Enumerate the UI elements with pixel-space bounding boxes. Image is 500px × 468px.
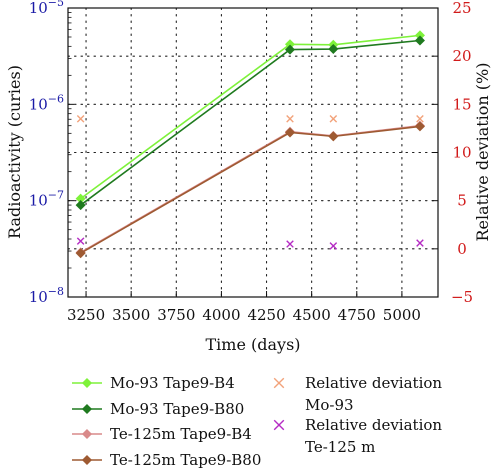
series-line-3	[80, 125, 421, 254]
series-1	[75, 35, 425, 211]
legend-swatch-marker-5	[273, 419, 285, 431]
legend-item-0: Mo-93 Tape9-B4	[72, 374, 235, 392]
left-tick-label-0: 10−8	[29, 285, 64, 306]
legend-label-1-0: Mo-93 Tape9-B80	[110, 400, 244, 418]
y-axis-left-title: Radioactivity (curies)	[5, 65, 24, 239]
x-tick-label-7: 5000	[383, 306, 421, 324]
legend-swatch-marker-4	[273, 377, 285, 389]
legend-item-3: Te-125m Tape9-B80	[72, 451, 261, 468]
legend-label-4-0: Relative deviation	[305, 374, 442, 392]
right-tick-label-3: 10	[452, 144, 471, 162]
series-line-0	[80, 34, 421, 200]
series-4-point-3	[416, 114, 424, 123]
series-4	[76, 114, 424, 123]
legend-label-0-0: Mo-93 Tape9-B4	[110, 374, 235, 392]
series-3-point-2	[328, 131, 339, 142]
grid-lines	[67, 7, 439, 298]
x-tick-label-5: 4500	[293, 306, 331, 324]
x-tick-label-0: 3250	[67, 306, 105, 324]
right-tick-label-2: 5	[457, 192, 467, 210]
legend-item-5: Relative deviation Te-125 m	[273, 416, 442, 456]
legend-label-2-0: Te-125m Tape9-B4	[110, 425, 252, 443]
series-3-point-3	[414, 121, 425, 132]
legend: Mo-93 Tape9-B4 Mo-93 Tape9-B80 Te-125m Tap…	[72, 374, 442, 468]
series-1-point-3	[414, 35, 425, 46]
series-line-1	[80, 39, 421, 206]
series-1-point-0	[75, 200, 86, 211]
right-tick-label-6: 25	[452, 0, 471, 17]
right-tick-label-0: −5	[451, 288, 473, 306]
series-3-point-1	[284, 127, 296, 138]
right-axis: −5 0 5 10 15 20 25	[432, 0, 473, 306]
legend-swatch-marker-0	[81, 377, 93, 389]
left-tick-label-3: 10−5	[29, 0, 64, 17]
x-tick-label-6: 4750	[338, 306, 376, 324]
series-2	[75, 120, 425, 258]
legend-swatch-marker-2	[81, 428, 93, 440]
series-5-point-0	[76, 237, 85, 245]
legend-label-5-1: Te-125 m	[305, 438, 375, 456]
legend-item-4: Relative deviation Mo-93	[273, 374, 442, 414]
series-4-point-1	[286, 114, 294, 123]
right-tick-label-5: 20	[452, 47, 471, 65]
series-layer	[75, 30, 425, 259]
x-axis: 3250 3500 3750 4000 4250 4500 4750 5000	[67, 291, 421, 324]
x-tick-label-4: 4250	[247, 306, 285, 324]
series-3-point-0	[75, 248, 86, 259]
series-5-point-2	[329, 242, 338, 250]
y-axis-right-title: Relative deviation (%)	[473, 63, 492, 242]
series-4-point-0	[76, 114, 85, 123]
series-1-point-1	[284, 44, 296, 55]
right-tick-label-1: 0	[457, 240, 467, 258]
right-tick-label-4: 15	[452, 95, 471, 113]
x-tick-label-3: 4000	[202, 306, 240, 324]
legend-swatch-marker-3	[81, 454, 93, 466]
series-5-point-3	[416, 239, 424, 247]
legend-item-2: Te-125m Tape9-B4	[72, 425, 252, 443]
legend-label-5-0: Relative deviation	[305, 416, 442, 434]
left-tick-label-2: 10−6	[29, 92, 64, 113]
series-1-point-2	[328, 44, 339, 55]
legend-swatch-marker-1	[81, 403, 93, 415]
left-axis: 10−8 10−7 10−6 10−5	[29, 0, 74, 306]
x-tick-label-1: 3500	[112, 306, 150, 324]
legend-label-3-0: Te-125m Tape9-B80	[110, 451, 261, 468]
legend-item-1: Mo-93 Tape9-B80	[72, 400, 244, 418]
series-5	[76, 237, 424, 250]
series-3	[75, 121, 425, 259]
left-tick-label-1: 10−7	[29, 189, 64, 210]
series-4-point-2	[329, 114, 338, 123]
x-tick-label-2: 3750	[157, 306, 195, 324]
series-5-point-1	[286, 240, 294, 248]
x-axis-title: Time (days)	[205, 335, 300, 354]
legend-label-4-1: Mo-93	[305, 396, 354, 414]
